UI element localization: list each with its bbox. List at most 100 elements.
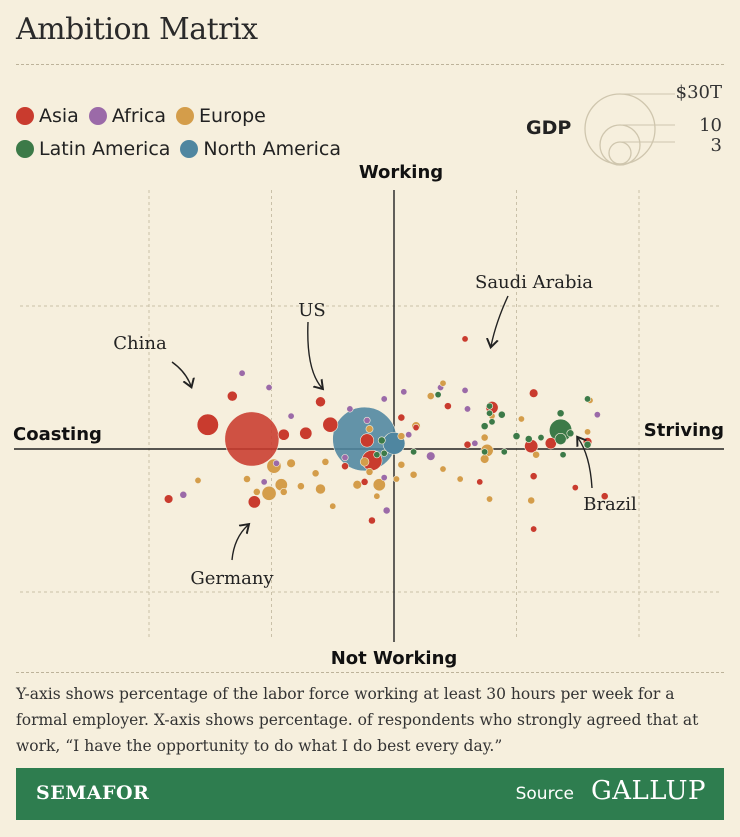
- point-europe: [311, 469, 320, 478]
- annotation-us: US: [298, 300, 326, 321]
- point-asia: [315, 396, 326, 408]
- point-europe: [372, 478, 386, 492]
- axis-label-working: Working: [359, 162, 443, 183]
- point-africa: [382, 506, 391, 515]
- point-europe: [456, 475, 464, 483]
- axis-label-not-working: Not Working: [331, 648, 458, 669]
- point-asia: [529, 472, 538, 481]
- point-latin-america: [480, 422, 489, 430]
- point-europe: [286, 458, 296, 468]
- point-europe: [365, 425, 374, 433]
- point-europe: [532, 450, 540, 459]
- point-latin-america: [497, 410, 506, 419]
- point-africa: [426, 451, 436, 461]
- point-asia: [299, 426, 313, 440]
- point-europe: [439, 465, 447, 473]
- gdp-value-10: 10: [699, 115, 722, 136]
- point-europe: [359, 457, 370, 467]
- point-latin-america: [486, 402, 494, 410]
- arrow-us: [307, 321, 322, 388]
- point-europe: [397, 460, 406, 469]
- point-asia: [528, 388, 539, 398]
- point-latin-america: [434, 391, 442, 399]
- point-asia: [397, 413, 406, 422]
- point-africa: [593, 411, 601, 419]
- point-europe: [329, 502, 337, 510]
- legend-swatch-africa: [88, 107, 107, 125]
- source-name: GALLUP: [590, 776, 706, 806]
- arrow-china: [171, 361, 191, 386]
- legend-label-north-america: North America: [203, 138, 341, 160]
- arrow-saudi-arabia: [491, 295, 509, 346]
- chart-title: Ambition Matrix: [16, 12, 258, 47]
- point-africa: [179, 490, 188, 499]
- point-africa: [346, 405, 354, 413]
- point-asia: [341, 462, 349, 471]
- point-latin-america: [512, 432, 521, 441]
- point-africa: [380, 395, 388, 403]
- point-europe: [252, 488, 261, 496]
- annotation-arrows: [171, 295, 593, 561]
- point-europe: [397, 432, 406, 441]
- arrow-brazil: [578, 438, 593, 489]
- legend-label-europe: Europe: [199, 105, 266, 127]
- point-africa: [341, 454, 349, 462]
- point-asia: [544, 437, 557, 450]
- point-latin-america: [559, 451, 567, 459]
- legend-item-asia: Asia: [16, 100, 79, 133]
- legend-swatch-europe: [176, 107, 195, 125]
- chart-grid: [20, 190, 720, 640]
- legend-label-latin-america: Latin America: [39, 138, 171, 160]
- point-europe: [279, 488, 288, 496]
- point-africa: [272, 459, 280, 467]
- point-latin-america: [537, 434, 545, 442]
- point-asia: [530, 525, 538, 533]
- point-latin-america: [524, 435, 533, 443]
- chart-footnote: Y-axis shows percentage of the labor for…: [16, 685, 699, 755]
- region-legend: Asia Africa Europe Latin America North Ameri…: [16, 100, 386, 166]
- gdp-circle-30t: [584, 93, 656, 165]
- point-europe: [479, 454, 490, 464]
- axis-label-striving: Striving: [644, 420, 724, 441]
- point-latin-america: [566, 429, 575, 438]
- gdp-value-30t: $30T: [675, 82, 722, 103]
- point-europe: [584, 428, 592, 436]
- point-asia: [277, 428, 290, 441]
- point-europe: [392, 475, 400, 483]
- point-europe: [439, 379, 447, 387]
- footnote-divider: [16, 672, 724, 673]
- gdp-value-3: 3: [710, 135, 722, 156]
- point-africa: [400, 388, 408, 396]
- point-africa: [461, 386, 469, 394]
- point-europe: [297, 482, 305, 491]
- point-asia: [360, 478, 369, 486]
- title-divider: [16, 64, 724, 65]
- point-latin-america: [500, 448, 508, 456]
- source-label: Source: [515, 784, 574, 804]
- gdp-circle-10: [599, 124, 641, 166]
- point-latin-america: [380, 449, 388, 457]
- point-latin-america: [554, 433, 567, 445]
- brand-logo: SEMAFOR: [36, 782, 150, 804]
- point-africa: [471, 439, 479, 447]
- legend-swatch-north-america: [180, 140, 199, 158]
- point-europe: [426, 392, 435, 400]
- footer-bar: SEMAFOR Source GALLUP: [16, 768, 724, 820]
- point-europe: [261, 485, 277, 501]
- point-asia: [226, 390, 238, 402]
- point-asia: [196, 413, 219, 436]
- annotation-brazil: Brazil: [583, 494, 637, 515]
- point-europe: [352, 480, 362, 490]
- point-asia: [571, 484, 579, 492]
- point-europe: [365, 468, 374, 476]
- point-europe: [486, 495, 494, 503]
- point-latin-america: [486, 409, 494, 417]
- point-latin-america: [410, 448, 418, 456]
- point-europe: [373, 492, 381, 500]
- point-asia: [322, 416, 339, 433]
- legend-label-africa: Africa: [111, 105, 167, 127]
- point-asia: [247, 495, 261, 509]
- legend-swatch-asia: [16, 107, 34, 125]
- point-asia: [476, 478, 484, 486]
- annotation-germany: Germany: [190, 568, 274, 589]
